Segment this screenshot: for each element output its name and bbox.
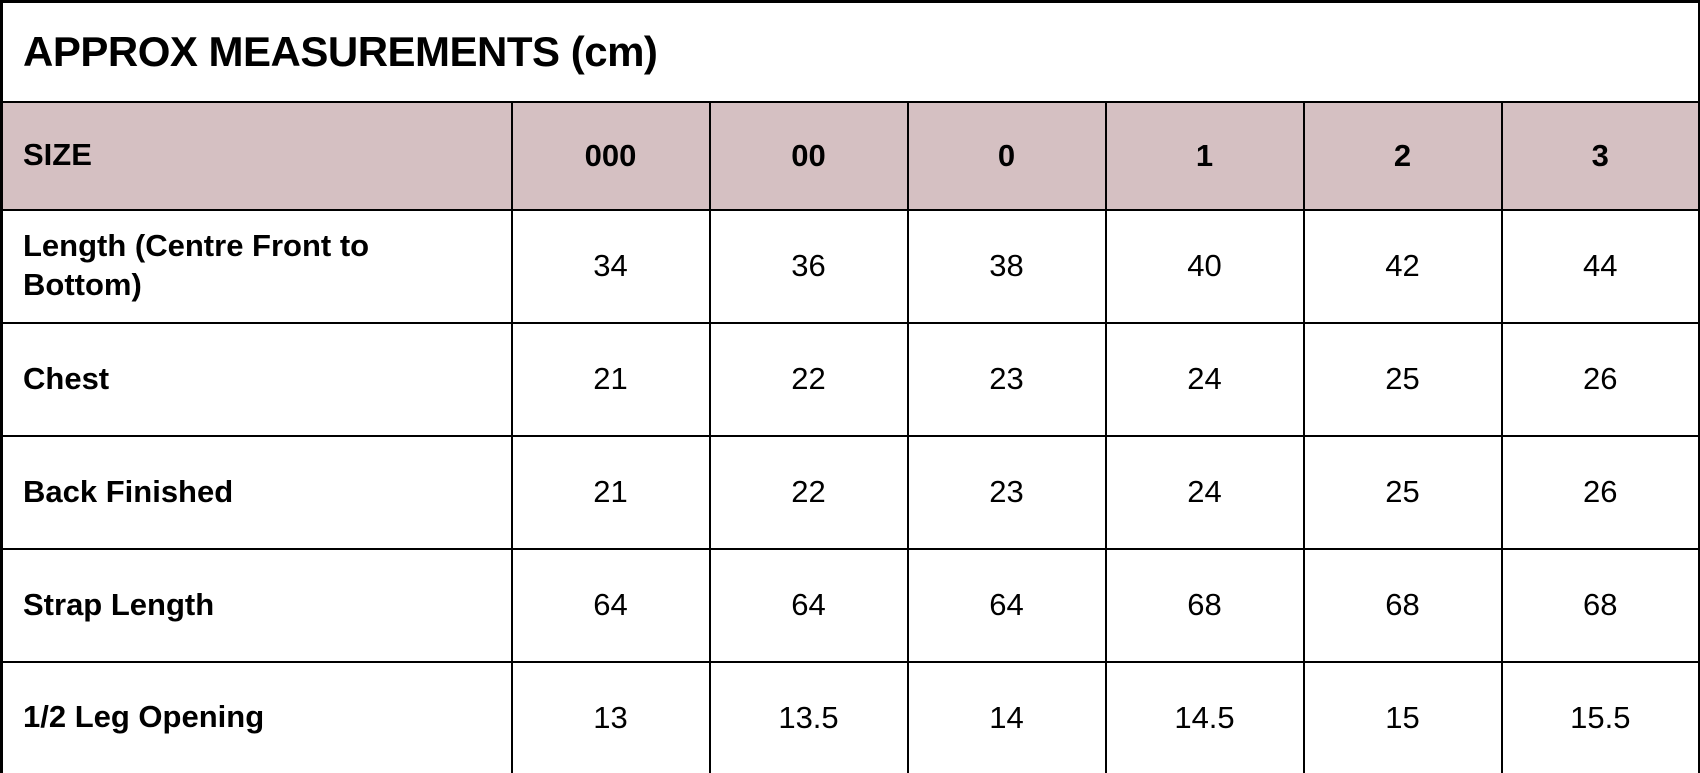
measurement-value: 40 — [1104, 208, 1305, 324]
measurement-value: 26 — [1500, 434, 1700, 550]
size-column-header-1: 1 — [1104, 100, 1305, 211]
title-row: APPROX MEASUREMENTS (cm) — [0, 0, 1700, 103]
measurement-value: 44 — [1500, 208, 1700, 324]
measurement-value: 42 — [1302, 208, 1503, 324]
measurement-value: 25 — [1302, 434, 1503, 550]
measurement-value: 36 — [708, 208, 909, 324]
measurement-value: 25 — [1302, 321, 1503, 437]
size-column-header-00: 00 — [708, 100, 909, 211]
measurement-value: 14 — [906, 660, 1107, 773]
measurement-value: 15.5 — [1500, 660, 1700, 773]
measurement-value: 38 — [906, 208, 1107, 324]
table-row-strap-length: Strap Length 64 64 64 68 68 68 — [0, 547, 1700, 663]
size-column-header-2: 2 — [1302, 100, 1503, 211]
size-column-header-000: 000 — [510, 100, 711, 211]
measurement-value: 22 — [708, 321, 909, 437]
measurement-label: 1/2 Leg Opening — [0, 660, 513, 773]
measurement-value: 23 — [906, 434, 1107, 550]
measurement-value: 22 — [708, 434, 909, 550]
measurement-value: 26 — [1500, 321, 1700, 437]
measurement-value: 64 — [906, 547, 1107, 663]
measurement-value: 23 — [906, 321, 1107, 437]
measurement-value: 64 — [708, 547, 909, 663]
table-row-half-leg-opening: 1/2 Leg Opening 13 13.5 14 14.5 15 15.5 — [0, 660, 1700, 773]
size-column-header-0: 0 — [906, 100, 1107, 211]
table-row-back-finished: Back Finished 21 22 23 24 25 26 — [0, 434, 1700, 550]
measurement-label: Back Finished — [0, 434, 513, 550]
measurement-value: 68 — [1302, 547, 1503, 663]
measurement-value: 21 — [510, 434, 711, 550]
measurement-value: 64 — [510, 547, 711, 663]
size-column-header-3: 3 — [1500, 100, 1700, 211]
measurement-value: 21 — [510, 321, 711, 437]
measurement-value: 13 — [510, 660, 711, 773]
measurement-value: 24 — [1104, 321, 1305, 437]
table-row-chest: Chest 21 22 23 24 25 26 — [0, 321, 1700, 437]
measurement-value: 13.5 — [708, 660, 909, 773]
measurement-value: 68 — [1500, 547, 1700, 663]
measurement-label: Strap Length — [0, 547, 513, 663]
table-title: APPROX MEASUREMENTS (cm) — [0, 0, 1700, 103]
measurement-value: 68 — [1104, 547, 1305, 663]
measurement-value: 14.5 — [1104, 660, 1305, 773]
measurement-label: Length (Centre Front to Bottom) — [0, 208, 513, 324]
measurement-value: 24 — [1104, 434, 1305, 550]
measurement-value: 34 — [510, 208, 711, 324]
table-row-length: Length (Centre Front to Bottom) 34 36 38… — [0, 208, 1700, 324]
size-header-label: SIZE — [0, 100, 513, 211]
size-header-row: SIZE 000 00 0 1 2 3 — [0, 100, 1700, 211]
measurement-value: 15 — [1302, 660, 1503, 773]
measurement-label: Chest — [0, 321, 513, 437]
